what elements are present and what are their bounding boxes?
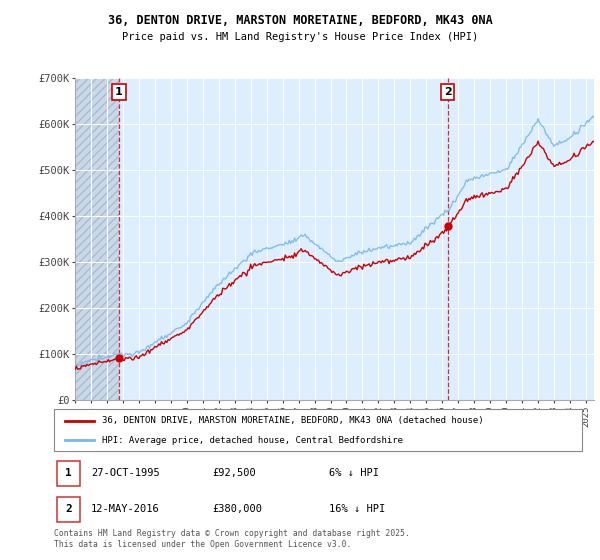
Text: Price paid vs. HM Land Registry's House Price Index (HPI): Price paid vs. HM Land Registry's House … bbox=[122, 32, 478, 43]
FancyBboxPatch shape bbox=[56, 497, 80, 522]
Text: 36, DENTON DRIVE, MARSTON MORETAINE, BEDFORD, MK43 0NA (detached house): 36, DENTON DRIVE, MARSTON MORETAINE, BED… bbox=[101, 416, 483, 425]
Text: 36, DENTON DRIVE, MARSTON MORETAINE, BEDFORD, MK43 0NA: 36, DENTON DRIVE, MARSTON MORETAINE, BED… bbox=[107, 14, 493, 27]
Text: 6% ↓ HPI: 6% ↓ HPI bbox=[329, 468, 379, 478]
Text: £380,000: £380,000 bbox=[212, 505, 262, 515]
Text: 1: 1 bbox=[115, 87, 123, 97]
Text: 2: 2 bbox=[65, 505, 72, 515]
Text: £92,500: £92,500 bbox=[212, 468, 256, 478]
Text: 27-OCT-1995: 27-OCT-1995 bbox=[91, 468, 160, 478]
FancyBboxPatch shape bbox=[56, 461, 80, 486]
Text: 16% ↓ HPI: 16% ↓ HPI bbox=[329, 505, 385, 515]
Text: 1: 1 bbox=[65, 468, 72, 478]
Text: HPI: Average price, detached house, Central Bedfordshire: HPI: Average price, detached house, Cent… bbox=[101, 436, 403, 445]
Text: Contains HM Land Registry data © Crown copyright and database right 2025.
This d: Contains HM Land Registry data © Crown c… bbox=[54, 529, 410, 549]
FancyBboxPatch shape bbox=[54, 409, 582, 451]
Text: 2: 2 bbox=[444, 87, 451, 97]
Text: 12-MAY-2016: 12-MAY-2016 bbox=[91, 505, 160, 515]
